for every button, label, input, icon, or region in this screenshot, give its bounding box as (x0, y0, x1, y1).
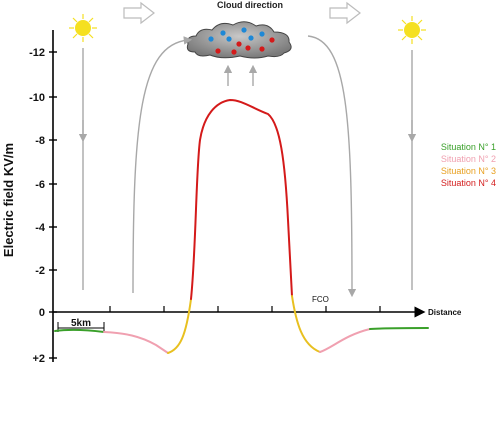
y-tick-label: -6 (35, 179, 45, 191)
outline-right-arrow-icon (123, 1, 155, 25)
y-axis-label: Electric field KV/m (1, 143, 16, 257)
diagram-title: Cloud direction (217, 0, 283, 10)
y-tick-label: -8 (35, 135, 45, 147)
curve-situation-2-right (319, 328, 371, 353)
flow-arrow-right-down (307, 35, 357, 298)
outline-right-arrow-icon (329, 1, 361, 25)
legend: Situation N° 1 Situation N° 2 Situation N°… (441, 142, 496, 188)
scale-bar-label: 5km (71, 318, 91, 329)
legend-item-situation-4: Situation N° 4 (441, 178, 496, 188)
y-axis-ticks: -12 -10 -8 -6 -4 -2 0 +2 (29, 47, 57, 365)
fco-label: FCO (312, 295, 329, 304)
curve-situation-2-left (103, 331, 169, 354)
x-axis-label: Distance (428, 308, 462, 317)
legend-item-situation-2: Situation N° 2 (441, 154, 496, 164)
curve-situation-3-right (291, 295, 321, 353)
curve-situation-1-right (369, 327, 429, 330)
curve-situation-4 (190, 99, 293, 300)
y-tick-label: 0 (39, 307, 45, 319)
cloud-icon (186, 21, 292, 59)
scale-bar: 5km (57, 318, 105, 332)
x-axis-ticks (109, 306, 381, 312)
y-tick-label: -12 (29, 47, 45, 59)
sun-icon (398, 16, 426, 44)
y-tick-label: -4 (35, 222, 46, 234)
electric-field-curve (54, 99, 429, 354)
y-tick-label: -10 (29, 92, 45, 104)
y-tick-label: -2 (35, 265, 45, 277)
legend-item-situation-1: Situation N° 1 (441, 142, 496, 152)
curve-situation-3-left (167, 298, 192, 354)
curve-situation-1-left (54, 328, 105, 333)
legend-item-situation-3: Situation N° 3 (441, 166, 496, 176)
y-tick-label: +2 (32, 353, 45, 365)
sun-icon (69, 14, 97, 42)
flow-arrow-left-up (132, 36, 193, 294)
